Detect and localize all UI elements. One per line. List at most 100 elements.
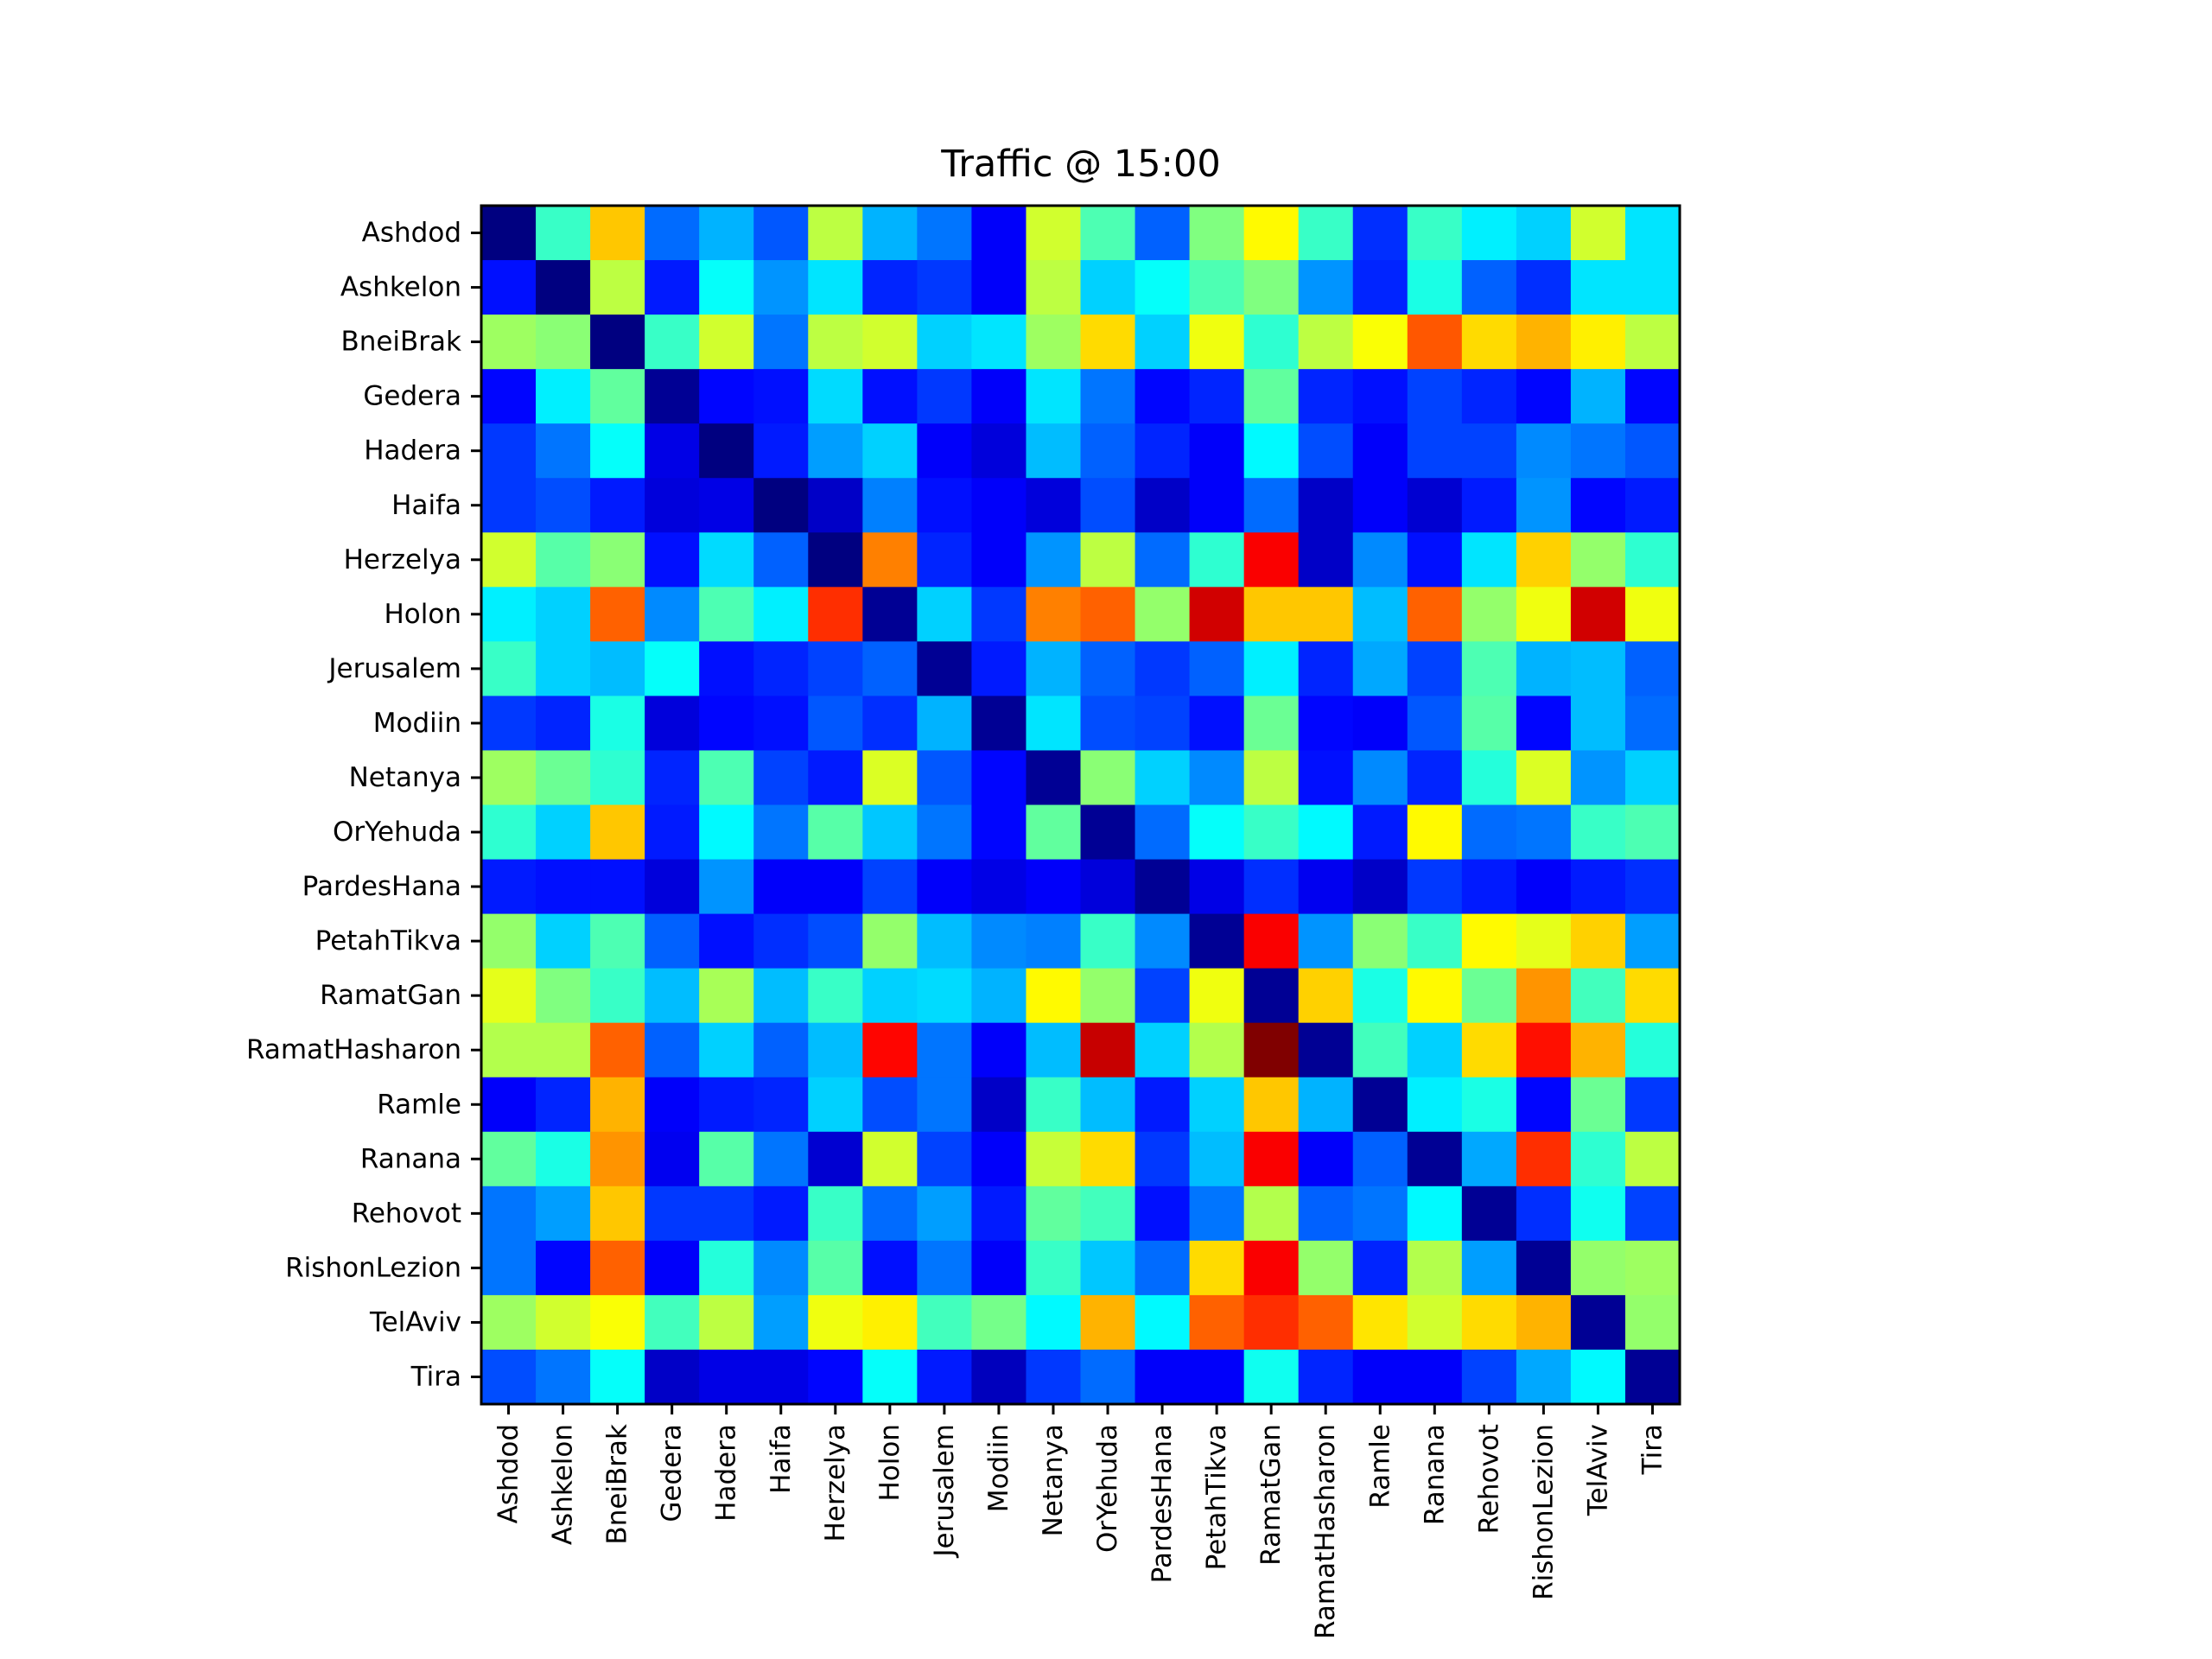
heatmap-cell <box>590 641 645 697</box>
heatmap-cell <box>1243 1240 1300 1296</box>
heatmap-cell <box>1026 478 1082 533</box>
heatmap-cell <box>1298 1022 1354 1078</box>
heatmap-cell <box>1189 206 1245 261</box>
heatmap-cell <box>645 369 700 424</box>
heatmap-cell <box>862 750 918 806</box>
heatmap-cell <box>1624 641 1681 697</box>
heatmap-cell <box>971 696 1027 752</box>
heatmap-cell <box>699 859 754 915</box>
heatmap-cell <box>1298 641 1354 697</box>
heatmap-cell <box>1624 1185 1681 1242</box>
heatmap-cell <box>1407 1185 1463 1242</box>
heatmap-cell <box>917 859 973 915</box>
heatmap-cell <box>645 1077 700 1133</box>
heatmap-cell <box>917 478 973 533</box>
heatmap-cell <box>1135 369 1191 424</box>
heatmap-cell <box>1135 750 1191 806</box>
heatmap-cell <box>590 696 645 752</box>
heatmap-cell <box>1298 1185 1354 1242</box>
heatmap-cell <box>1135 1131 1191 1187</box>
heatmap-cell <box>481 804 537 861</box>
heatmap-cell <box>917 1294 973 1351</box>
heatmap-cell <box>536 478 591 533</box>
heatmap-cell <box>808 532 863 588</box>
chart-title: Traffic @ 15:00 <box>940 143 1220 186</box>
heatmap-cell <box>481 859 537 915</box>
y-tick-label: Gedera <box>363 381 461 412</box>
heatmap-cell <box>1352 1240 1408 1296</box>
heatmap-cell <box>481 750 537 806</box>
heatmap-cell <box>1298 696 1354 752</box>
heatmap-cell <box>917 1077 973 1133</box>
heatmap-cell <box>917 369 973 424</box>
heatmap-cell <box>753 1022 809 1078</box>
heatmap-cell <box>1243 587 1300 642</box>
heatmap-cell <box>917 1022 973 1078</box>
y-tick-label: OrYehuda <box>333 817 461 848</box>
heatmap-cell <box>971 1077 1027 1133</box>
heatmap-cell <box>1026 587 1082 642</box>
heatmap-cell <box>1461 968 1517 1024</box>
heatmap-cell <box>1298 423 1354 479</box>
heatmap-cell <box>971 1131 1027 1187</box>
x-tick-label: Holon <box>874 1424 906 1502</box>
x-tick-label: Ashkelon <box>548 1424 579 1545</box>
heatmap-cell <box>1080 696 1136 752</box>
heatmap-cell <box>481 1185 537 1242</box>
heatmap-cell <box>1407 1022 1463 1078</box>
heatmap-cell <box>1243 369 1300 424</box>
heatmap-cell <box>1135 696 1191 752</box>
heatmap-cell <box>808 968 863 1024</box>
heatmap-cell <box>645 532 700 588</box>
heatmap-cell <box>1026 1240 1082 1296</box>
heatmap-cell <box>645 1240 700 1296</box>
heatmap-cell <box>536 1131 591 1187</box>
heatmap-cell <box>1516 1240 1572 1296</box>
heatmap-cell <box>699 369 754 424</box>
heatmap-cell <box>917 913 973 969</box>
heatmap-cell <box>1570 1294 1626 1351</box>
heatmap-cell <box>1243 1131 1300 1187</box>
heatmap-cell <box>1516 1349 1572 1405</box>
heatmap-cell <box>1570 1240 1626 1296</box>
heatmap-cell <box>1080 587 1136 642</box>
heatmap-cell <box>1570 1185 1626 1242</box>
heatmap-cell <box>590 1349 645 1405</box>
heatmap-cell <box>699 1349 754 1405</box>
heatmap-cell <box>1352 1077 1408 1133</box>
heatmap-cell <box>1243 260 1300 315</box>
heatmap-cell <box>1516 478 1572 533</box>
heatmap-cell <box>1189 315 1245 370</box>
heatmap-cell <box>1189 641 1245 697</box>
heatmap-cell <box>699 696 754 752</box>
heatmap-cell <box>862 1185 918 1242</box>
heatmap-cell <box>808 1185 863 1242</box>
heatmap-cell <box>1298 532 1354 588</box>
heatmap-cell <box>1298 315 1354 370</box>
heatmap-cell <box>971 1022 1027 1078</box>
heatmap-cell <box>753 913 809 969</box>
heatmap-cell <box>481 1022 537 1078</box>
heatmap-cell <box>481 206 537 261</box>
heatmap-cell <box>1570 260 1626 315</box>
heatmap-cell <box>862 1294 918 1351</box>
x-tick-label: Haifa <box>766 1424 797 1494</box>
heatmap-cell <box>1461 750 1517 806</box>
heatmap-cell <box>1135 478 1191 533</box>
heatmap-cell <box>1624 1022 1681 1078</box>
heatmap-cell <box>645 750 700 806</box>
heatmap-cell <box>645 1185 700 1242</box>
heatmap-cell <box>1352 206 1408 261</box>
heatmap-cell <box>1189 369 1245 424</box>
heatmap-cell <box>1407 532 1463 588</box>
y-tick-label: Rehovot <box>352 1198 461 1229</box>
heatmap-cell <box>1135 206 1191 261</box>
heatmap-cell <box>1407 587 1463 642</box>
heatmap-cell <box>1189 1349 1245 1405</box>
heatmap-cell <box>1461 478 1517 533</box>
heatmap-cell <box>1352 1294 1408 1351</box>
heatmap-cell <box>590 968 645 1024</box>
heatmap-cell <box>1570 696 1626 752</box>
heatmap-cell <box>1570 1077 1626 1133</box>
heatmap-cell <box>1624 478 1681 533</box>
